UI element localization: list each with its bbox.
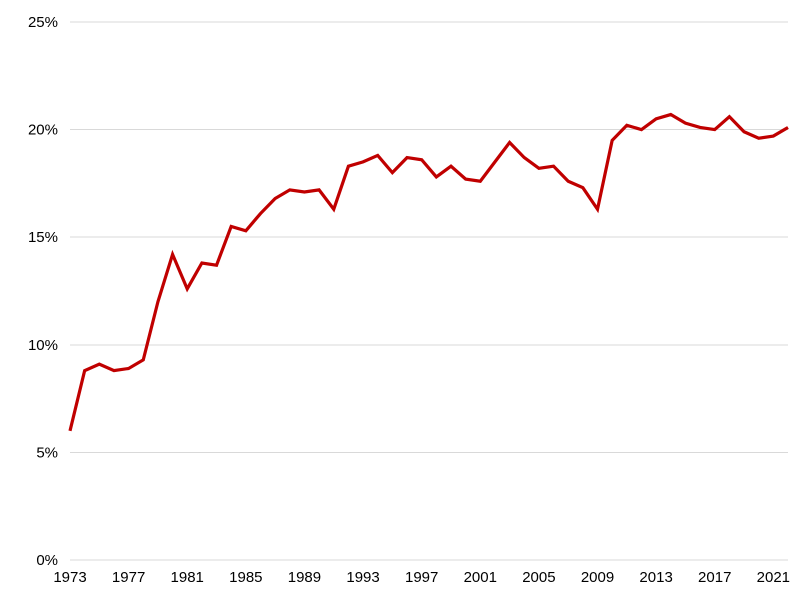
x-tick-label: 2017 xyxy=(698,569,731,586)
x-tick-label: 2013 xyxy=(639,569,672,586)
x-tick-label: 1997 xyxy=(405,569,438,586)
y-tick-label: 15% xyxy=(28,229,58,246)
y-tick-label: 5% xyxy=(36,444,58,461)
x-tick-label: 1973 xyxy=(53,569,86,586)
x-tick-label: 1989 xyxy=(288,569,321,586)
y-tick-label: 10% xyxy=(28,337,58,354)
y-tick-label: 0% xyxy=(36,552,58,569)
chart-svg: 0% 5% 10% 15% 20% 25% 1973 1977 1981 1985 1989 1993… xyxy=(0,0,808,605)
x-tick-label: 1993 xyxy=(346,569,379,586)
x-tick-label: 1985 xyxy=(229,569,262,586)
y-tick-label: 20% xyxy=(28,122,58,139)
x-tick-label: 2005 xyxy=(522,569,555,586)
x-tick-label: 2001 xyxy=(464,569,497,586)
x-tick-label: 1977 xyxy=(112,569,145,586)
x-tick-label: 2009 xyxy=(581,569,614,586)
line-chart: 0% 5% 10% 15% 20% 25% 1973 1977 1981 1985 1989 1993… xyxy=(0,0,808,605)
x-tick-label: 1981 xyxy=(171,569,204,586)
y-tick-label: 25% xyxy=(28,14,58,31)
x-tick-label: 2021 xyxy=(757,569,790,586)
